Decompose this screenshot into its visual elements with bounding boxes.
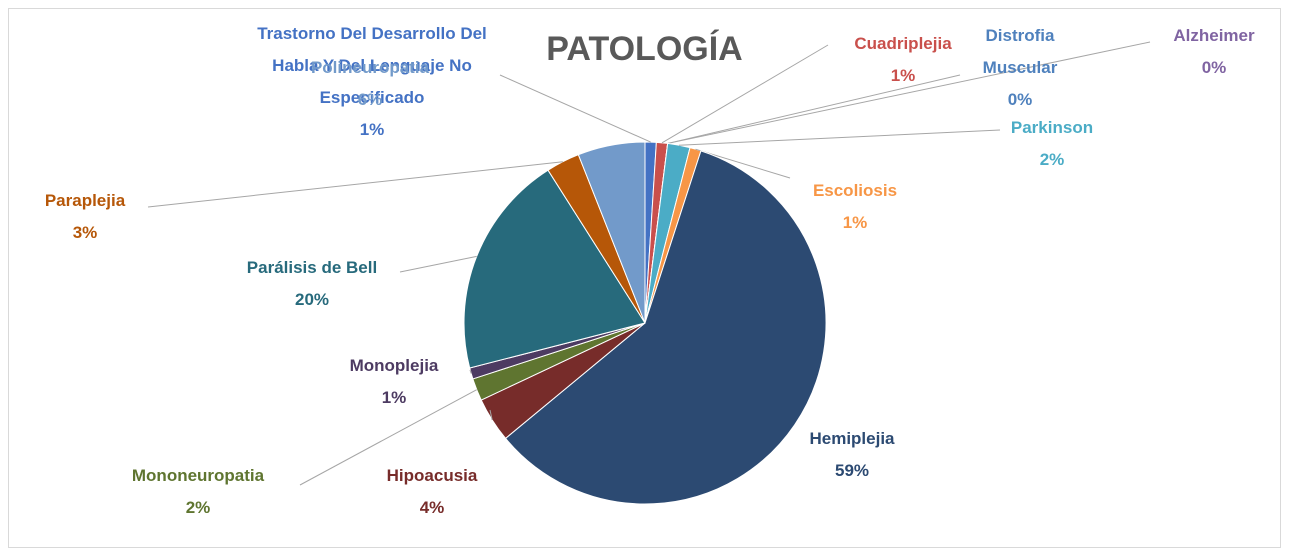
pie-slice xyxy=(504,150,827,505)
data-label: Monoplejia 1% xyxy=(319,350,469,414)
leader-line xyxy=(667,41,1151,144)
value-label: 1% xyxy=(381,388,407,407)
data-label: Parkinson 2% xyxy=(987,112,1117,176)
data-label: Escoliosis 1% xyxy=(795,175,915,239)
chart-title: PATOLOGÍA xyxy=(546,30,743,68)
value-label: 4% xyxy=(419,498,445,517)
value-label: 3% xyxy=(72,223,98,242)
data-label: Hemiplejia 59% xyxy=(792,423,912,487)
leader-line xyxy=(667,74,961,144)
data-label: Paraplejia 3% xyxy=(20,185,150,249)
value-label: 2% xyxy=(185,498,211,517)
pie-slice xyxy=(463,169,646,369)
data-label: Alzheimer 0% xyxy=(1149,20,1279,84)
category-label: Escoliosis xyxy=(812,181,898,200)
leader-line xyxy=(399,255,477,273)
value-label: 0% xyxy=(1007,90,1033,109)
value-label: 59% xyxy=(834,461,870,480)
leader-line xyxy=(695,148,791,179)
leader-line xyxy=(489,409,493,421)
data-label: Parálisis de Bell 20% xyxy=(212,252,412,316)
category-label: Alzheimer xyxy=(1173,26,1255,45)
category-label: Distrofia Muscular xyxy=(982,26,1058,77)
category-label: Polineuropatia xyxy=(310,58,430,77)
category-label: Hemiplejia xyxy=(809,429,895,448)
leader-line xyxy=(147,161,563,208)
value-label: 1% xyxy=(842,213,868,232)
value-label: 1% xyxy=(359,120,385,139)
data-label: Mononeuropatia 2% xyxy=(98,460,298,524)
data-label: Distrofia Muscular 0% xyxy=(960,20,1080,116)
data-label: Trastorno Del Desarrollo Del Habla Y Del… xyxy=(257,18,487,146)
value-label: 6% xyxy=(357,90,383,109)
pie-slice xyxy=(577,141,646,324)
data-label: Cuadriplejia 1% xyxy=(833,28,973,92)
leader-line xyxy=(469,369,472,374)
category-label: Monoplejia xyxy=(349,356,439,375)
value-label: 2% xyxy=(1039,150,1065,169)
data-label: Polineuropatia 6% xyxy=(270,52,470,116)
leader-line xyxy=(499,74,651,143)
value-label: 0% xyxy=(1201,58,1227,77)
category-label: Trastorno Del Desarrollo Del Habla Y Del… xyxy=(257,24,487,107)
data-label: Hipoacusia 4% xyxy=(372,460,492,524)
leader-line xyxy=(661,44,829,144)
category-label: Parkinson xyxy=(1010,118,1094,137)
leader-line xyxy=(678,129,1001,146)
category-label: Hipoacusia xyxy=(386,466,478,485)
value-label: 1% xyxy=(890,66,916,85)
leader-line xyxy=(299,389,477,486)
category-label: Mononeuropatia xyxy=(131,466,265,485)
category-label: Cuadriplejia xyxy=(854,34,952,53)
category-label: Paraplejia xyxy=(44,191,126,210)
value-label: 20% xyxy=(294,290,330,309)
category-label: Parálisis de Bell xyxy=(246,258,378,277)
